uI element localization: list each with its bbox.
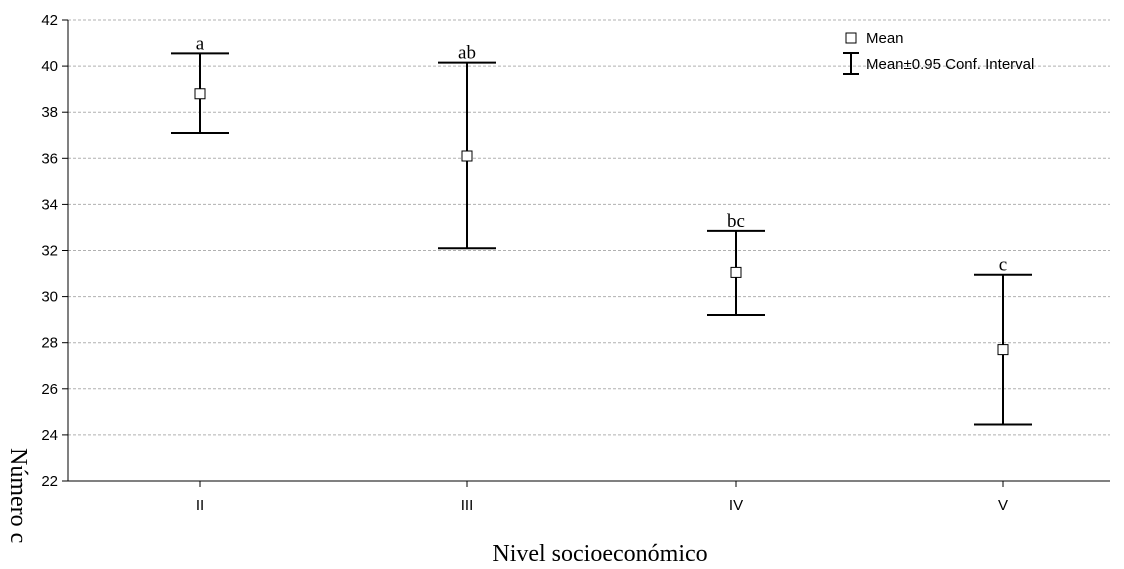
x-tick-label: II bbox=[196, 497, 204, 514]
mean-marker bbox=[730, 266, 742, 278]
y-axis-ticks: 22 24 26 28 30 32 34 36 38 40 42 bbox=[41, 12, 68, 490]
data-series: a ab bc c bbox=[171, 33, 1032, 426]
mean-marker bbox=[194, 88, 206, 100]
x-axis-title: Nivel socioeconómico bbox=[492, 541, 707, 567]
y-tick-label: 30 bbox=[41, 289, 58, 306]
mean-marker bbox=[461, 150, 473, 162]
legend-ci-label: Mean±0.95 Conf. Interval bbox=[866, 56, 1034, 73]
legend-mean-label: Mean bbox=[866, 30, 904, 47]
legend: Mean Mean±0.95 Conf. Interval bbox=[843, 30, 1034, 75]
data-point-group: ab bbox=[438, 43, 496, 250]
x-tick-label: V bbox=[998, 497, 1008, 514]
y-tick-label: 36 bbox=[41, 150, 58, 167]
y-axis-title: Número c bbox=[5, 448, 31, 543]
group-letter-label: bc bbox=[727, 211, 745, 232]
y-tick-label: 34 bbox=[41, 196, 58, 213]
mean-marker bbox=[997, 344, 1009, 356]
group-letter-label: ab bbox=[458, 43, 476, 64]
group-letter-label: c bbox=[999, 255, 1007, 276]
legend-error-bar-icon bbox=[843, 52, 859, 75]
data-point-group: bc bbox=[707, 211, 765, 317]
y-tick-label: 38 bbox=[41, 104, 58, 121]
grid-lines bbox=[68, 19, 1110, 436]
y-tick-label: 42 bbox=[41, 12, 58, 29]
y-tick-label: 32 bbox=[41, 243, 58, 260]
data-point-group: c bbox=[974, 255, 1032, 426]
group-letter-label: a bbox=[196, 33, 205, 54]
data-point-group: a bbox=[171, 33, 229, 134]
y-tick-label: 26 bbox=[41, 381, 58, 398]
legend-mean-marker bbox=[845, 32, 857, 44]
y-tick-label: 24 bbox=[41, 427, 58, 444]
x-axis-ticks: II III IV V bbox=[196, 481, 1008, 514]
y-tick-label: 28 bbox=[41, 335, 58, 352]
y-tick-label: 22 bbox=[41, 473, 58, 490]
x-tick-label: III bbox=[461, 497, 474, 514]
x-tick-label: IV bbox=[729, 497, 743, 514]
y-tick-label: 40 bbox=[41, 58, 58, 75]
